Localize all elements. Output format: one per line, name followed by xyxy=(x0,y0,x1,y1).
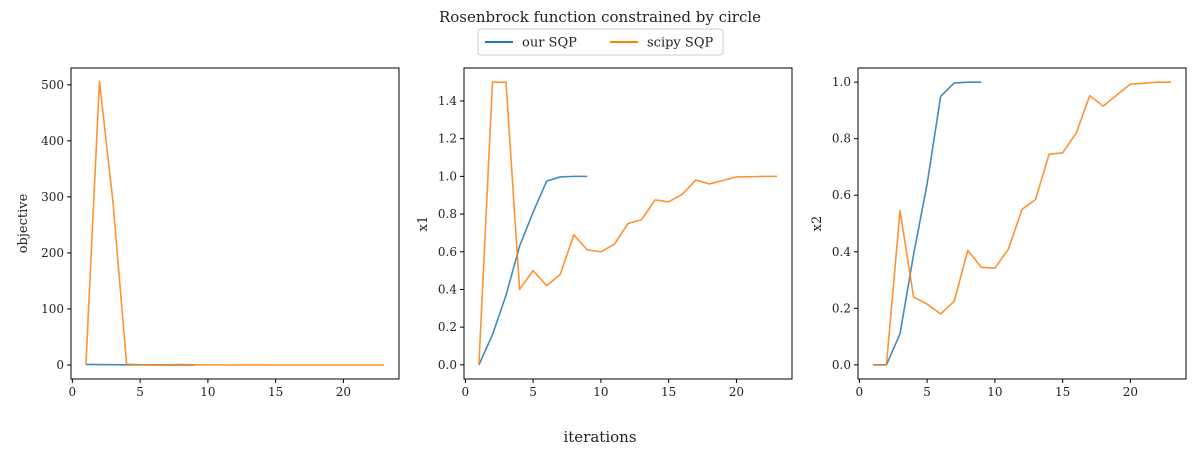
y-tick-label: 1.0 xyxy=(832,75,851,89)
y-tick-label: 500 xyxy=(41,78,64,92)
y-tick-label: 0.2 xyxy=(438,320,457,334)
legend: our SQP scipy SQP xyxy=(477,28,724,56)
x-tick-label: 5 xyxy=(136,385,144,399)
y-tick-label: 100 xyxy=(41,302,64,316)
x-tick-label: 10 xyxy=(200,385,215,399)
y-tick-label: 0.6 xyxy=(438,245,457,259)
axes-x1: 0 5 10 15 20 0.0 0.2 0.4 0.6 0.8 1.0 1.2 1.4 x1 xyxy=(416,67,793,399)
x-tick-label: 20 xyxy=(1123,385,1138,399)
x-tick-label: 20 xyxy=(336,385,351,399)
x-tick-label: 0 xyxy=(462,385,470,399)
figure-title: Rosenbrock function constrained by circl… xyxy=(439,8,761,26)
figure-xlabel: iterations xyxy=(563,428,636,446)
series-line-scipy-sqp xyxy=(85,80,385,366)
series-line-scipy-sqp xyxy=(478,81,778,365)
y-tick-label: 0.2 xyxy=(832,301,851,315)
y-tick-label: 1.0 xyxy=(438,169,457,183)
y-tick-label: 0 xyxy=(56,358,64,372)
y-tick-label: 0.8 xyxy=(832,132,851,146)
legend-frame xyxy=(477,28,724,56)
y-tick-label: 0.8 xyxy=(438,207,457,221)
x-tick-label: 0 xyxy=(69,385,77,399)
y-axis-label: objective xyxy=(16,193,31,253)
legend-label-our-sqp: our SQP xyxy=(522,36,577,51)
x-tick-label: 20 xyxy=(729,385,744,399)
axes-frame xyxy=(70,67,400,380)
y-tick-label: 400 xyxy=(41,134,64,148)
series-line-our-sqp xyxy=(872,81,982,366)
y-tick-label: 300 xyxy=(41,190,64,204)
x-tick-label: 5 xyxy=(529,385,537,399)
x-tick-label: 15 xyxy=(1055,385,1070,399)
y-axis-label: x2 xyxy=(810,216,825,232)
x-tick-label: 10 xyxy=(593,385,608,399)
y-axis-label: x1 xyxy=(416,216,431,232)
y-tick-label: 1.2 xyxy=(438,132,457,146)
legend-label-scipy-sqp: scipy SQP xyxy=(647,36,713,51)
x-tick-label: 10 xyxy=(987,385,1002,399)
x-tick-label: 5 xyxy=(923,385,931,399)
x-tick-label: 0 xyxy=(856,385,864,399)
x-tick-label: 15 xyxy=(661,385,676,399)
y-tick-label: 0.4 xyxy=(438,282,457,296)
series-line-our-sqp xyxy=(478,175,588,366)
axes-x2: 0 5 10 15 20 0.0 0.2 0.4 0.6 0.8 1.0 x2 xyxy=(810,67,1187,399)
axes-frame xyxy=(463,67,793,380)
y-tick-label: 0.0 xyxy=(438,358,457,372)
y-tick-label: 0.6 xyxy=(832,188,851,202)
x-tick-label: 15 xyxy=(268,385,283,399)
axes-frame xyxy=(857,67,1187,380)
y-tick-label: 0.0 xyxy=(832,358,851,372)
y-tick-label: 0.4 xyxy=(832,245,851,259)
series-line-scipy-sqp xyxy=(872,81,1172,366)
y-tick-label: 200 xyxy=(41,246,64,260)
y-tick-label: 1.4 xyxy=(438,94,457,108)
